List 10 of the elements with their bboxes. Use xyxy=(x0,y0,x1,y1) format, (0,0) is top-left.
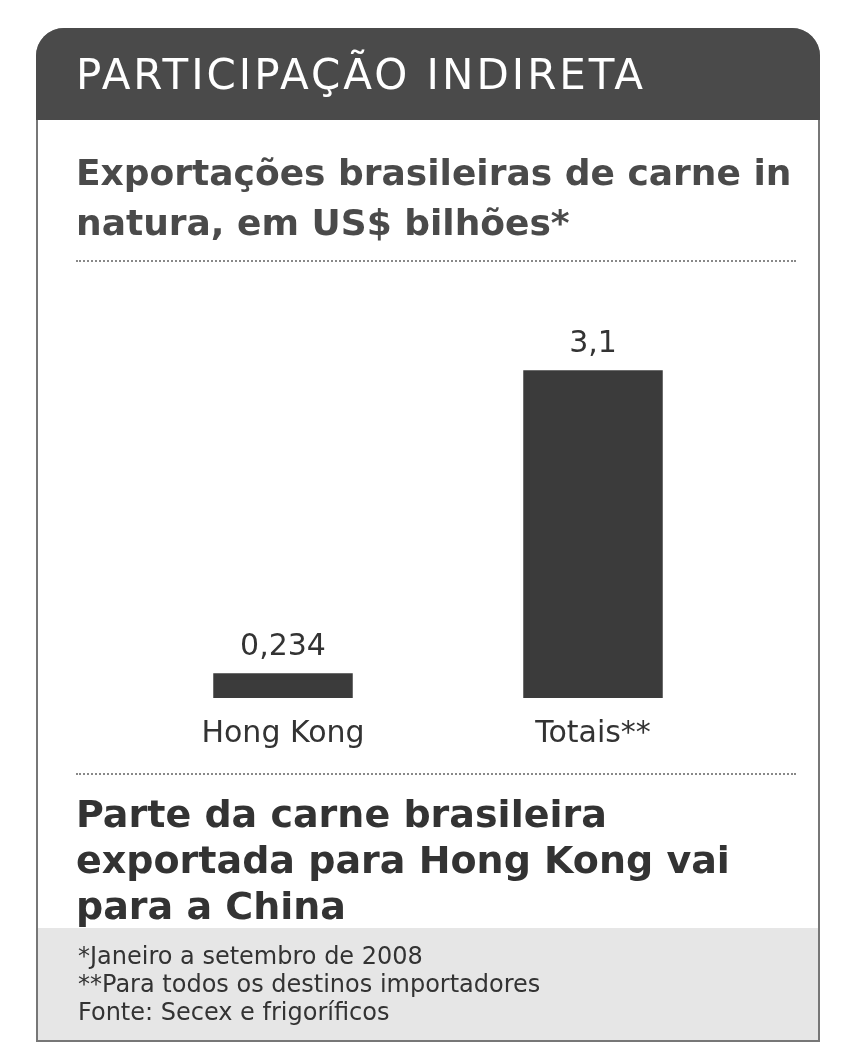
data-label: 3,1 xyxy=(569,323,617,359)
data-label: 0,234 xyxy=(240,626,326,662)
text: Parte da carne brasileira exportada para Hong Kong vai para a China xyxy=(76,773,796,929)
x-tick-label: Totais** xyxy=(534,713,651,749)
x-tick-label: Hong Kong xyxy=(201,713,365,749)
chart-title: PARTICIPAÇÃO INDIRETA xyxy=(36,28,820,120)
chart-subtitle: Exportações brasileiras de carne in natura, em US$ bilhões* xyxy=(76,148,796,262)
text: *Janeiro a setembro de 2008 xyxy=(78,942,424,970)
source-note: Fonte: Secex e frigoríficos xyxy=(78,998,391,1026)
text: **Para todos os destinos importadores xyxy=(78,970,542,998)
